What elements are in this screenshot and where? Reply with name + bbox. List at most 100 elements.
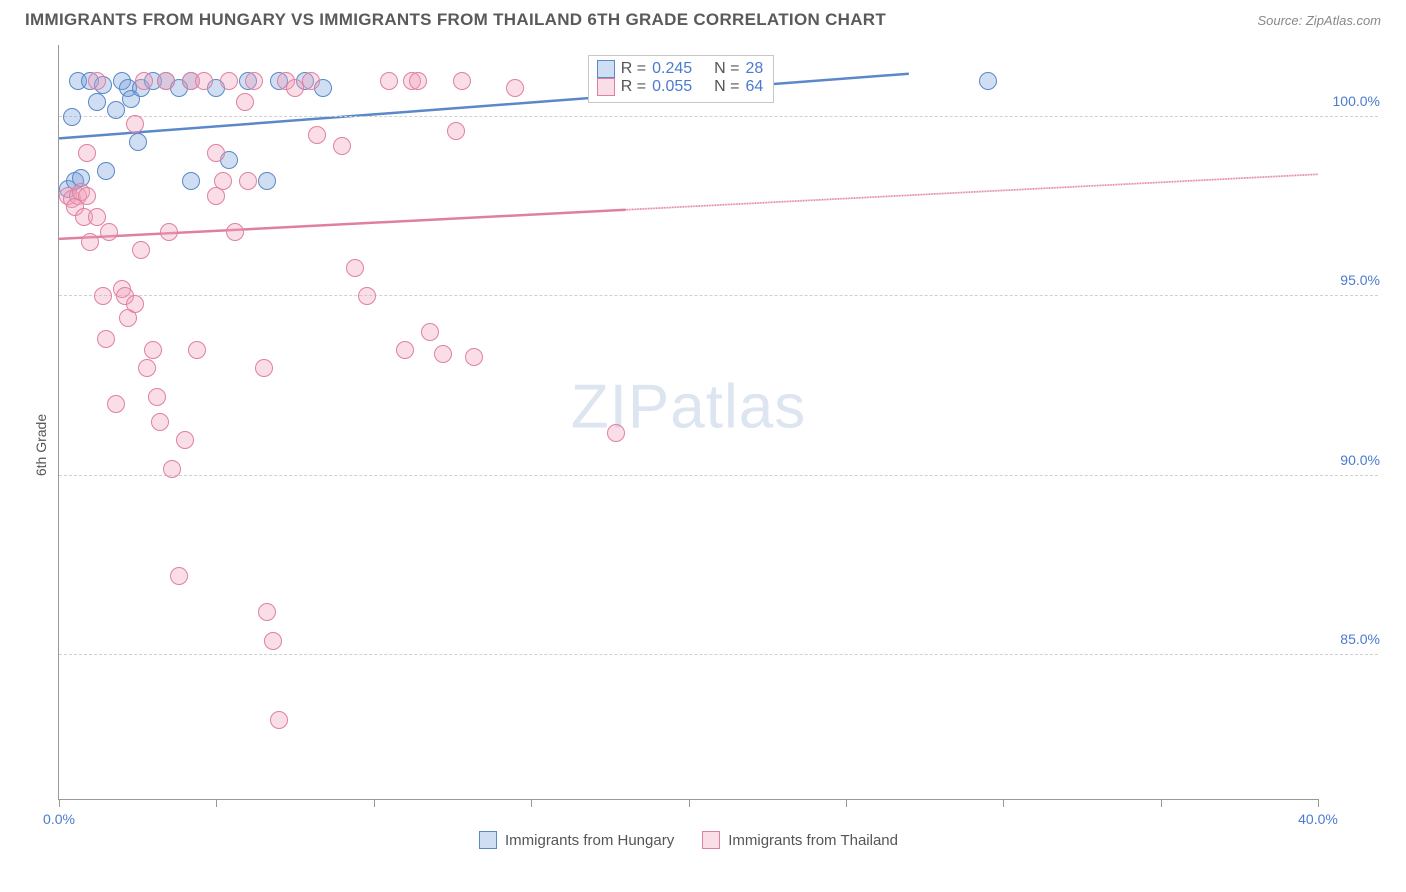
data-point — [245, 72, 263, 90]
data-point — [88, 93, 106, 111]
data-point — [506, 79, 524, 97]
data-point — [63, 108, 81, 126]
data-point — [182, 172, 200, 190]
data-point — [81, 233, 99, 251]
gridline — [59, 475, 1378, 476]
data-point — [170, 567, 188, 585]
series-name: Immigrants from Hungary — [505, 832, 674, 849]
data-point — [409, 72, 427, 90]
r-label: R = — [621, 78, 646, 96]
x-tick — [846, 799, 847, 807]
n-value: 28 — [746, 60, 764, 78]
data-point — [97, 330, 115, 348]
data-point — [239, 172, 257, 190]
source-label: Source: ZipAtlas.com — [1257, 13, 1381, 28]
data-point — [129, 133, 147, 151]
legend-swatch — [702, 831, 720, 849]
data-point — [346, 259, 364, 277]
data-point — [163, 460, 181, 478]
data-point — [207, 144, 225, 162]
correlation-legend: R = 0.245 N = 28 R = 0.055 N = 64 — [588, 55, 775, 103]
data-point — [255, 359, 273, 377]
x-tick — [689, 799, 690, 807]
x-tick — [1161, 799, 1162, 807]
y-tick-label: 85.0% — [1340, 631, 1380, 647]
data-point — [144, 341, 162, 359]
n-label: N = — [714, 78, 739, 96]
x-tick — [531, 799, 532, 807]
x-tick — [216, 799, 217, 807]
data-point — [100, 223, 118, 241]
watermark: ZIPatlas — [571, 371, 806, 442]
x-tick-label: 0.0% — [43, 811, 75, 827]
y-tick-label: 90.0% — [1340, 452, 1380, 468]
data-point — [148, 388, 166, 406]
x-tick — [374, 799, 375, 807]
data-point — [195, 72, 213, 90]
gridline — [59, 295, 1378, 296]
data-point — [258, 603, 276, 621]
r-value: 0.055 — [652, 78, 692, 96]
r-label: R = — [621, 60, 646, 78]
data-point — [270, 711, 288, 729]
legend-row: R = 0.245 N = 28 — [597, 60, 764, 78]
data-point — [396, 341, 414, 359]
data-point — [88, 72, 106, 90]
data-point — [421, 323, 439, 341]
n-value: 64 — [746, 78, 764, 96]
x-tick-label: 40.0% — [1298, 811, 1338, 827]
data-point — [453, 72, 471, 90]
data-point — [188, 341, 206, 359]
data-point — [151, 413, 169, 431]
data-point — [380, 72, 398, 90]
y-tick-label: 95.0% — [1340, 272, 1380, 288]
data-point — [447, 122, 465, 140]
gridline — [59, 654, 1378, 655]
series-legend: Immigrants from Hungary Immigrants from T… — [59, 831, 1318, 849]
legend-swatch — [597, 78, 615, 96]
data-point — [176, 431, 194, 449]
scatter-plot: ZIPatlas R =0.245N =28R =0.055N =64 Immi… — [58, 45, 1318, 800]
n-label: N = — [714, 60, 739, 78]
data-point — [214, 172, 232, 190]
data-point — [135, 72, 153, 90]
data-point — [607, 424, 625, 442]
x-tick — [1003, 799, 1004, 807]
legend-row: R = 0.055 N = 64 — [597, 78, 764, 96]
series-name: Immigrants from Thailand — [728, 832, 898, 849]
data-point — [333, 137, 351, 155]
data-point — [126, 295, 144, 313]
data-point — [138, 359, 156, 377]
data-point — [157, 72, 175, 90]
legend-swatch — [597, 60, 615, 78]
data-point — [979, 72, 997, 90]
data-point — [126, 115, 144, 133]
y-axis-label: 6th Grade — [33, 414, 49, 476]
data-point — [78, 144, 96, 162]
data-point — [220, 72, 238, 90]
x-tick — [59, 799, 60, 807]
data-point — [107, 395, 125, 413]
data-point — [78, 187, 96, 205]
legend-item: Immigrants from Thailand — [702, 831, 898, 849]
x-tick — [1318, 799, 1319, 807]
data-point — [358, 287, 376, 305]
data-point — [94, 287, 112, 305]
data-point — [308, 126, 326, 144]
data-point — [258, 172, 276, 190]
data-point — [132, 241, 150, 259]
data-point — [264, 632, 282, 650]
legend-swatch — [479, 831, 497, 849]
data-point — [226, 223, 244, 241]
data-point — [97, 162, 115, 180]
data-point — [302, 72, 320, 90]
data-point — [160, 223, 178, 241]
chart-title: IMMIGRANTS FROM HUNGARY VS IMMIGRANTS FR… — [25, 10, 886, 30]
legend-item: Immigrants from Hungary — [479, 831, 674, 849]
data-point — [434, 345, 452, 363]
y-tick-label: 100.0% — [1333, 93, 1380, 109]
gridline — [59, 116, 1378, 117]
r-value: 0.245 — [652, 60, 692, 78]
data-point — [236, 93, 254, 111]
data-point — [465, 348, 483, 366]
